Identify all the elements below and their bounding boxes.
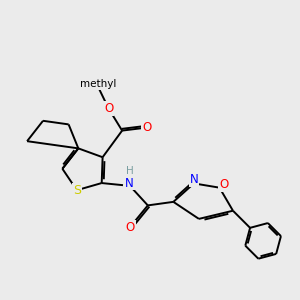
Text: N: N xyxy=(125,177,134,190)
Text: S: S xyxy=(73,184,81,197)
Text: methyl: methyl xyxy=(80,80,116,89)
Text: O: O xyxy=(104,102,113,115)
Text: O: O xyxy=(219,178,228,191)
Text: O: O xyxy=(142,121,152,134)
Text: H: H xyxy=(126,166,134,176)
Text: N: N xyxy=(190,173,198,186)
Text: O: O xyxy=(125,221,135,234)
